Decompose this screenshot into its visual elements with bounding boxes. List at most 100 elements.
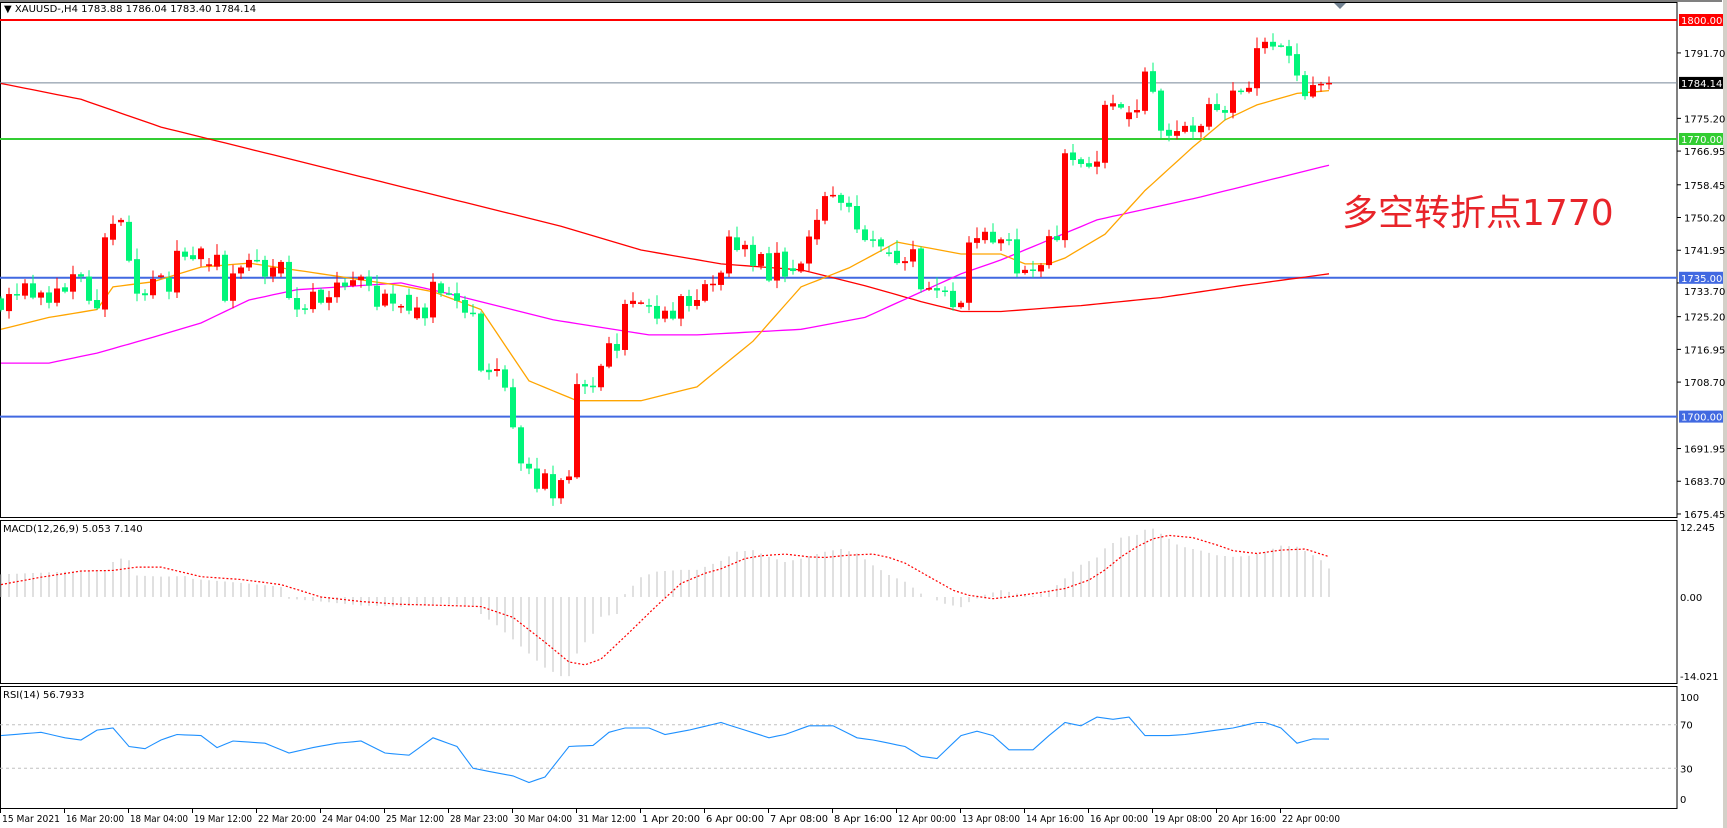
candle	[1270, 33, 1276, 51]
candle-body	[654, 305, 660, 319]
candle-body	[550, 474, 556, 499]
candle	[846, 196, 852, 213]
time-tick-label: 16 Mar 20:00	[66, 814, 124, 825]
candle-body	[310, 291, 316, 310]
candle	[262, 255, 268, 285]
candle-body	[758, 253, 764, 266]
macd-pane	[0, 520, 1678, 684]
candle	[1182, 121, 1188, 134]
candle-body	[702, 284, 708, 301]
candle	[566, 470, 572, 484]
candle-body	[142, 293, 148, 296]
candle	[470, 304, 476, 317]
candle	[390, 285, 396, 312]
candle	[630, 292, 636, 308]
candle	[646, 298, 652, 314]
candle-body	[518, 427, 524, 464]
candle	[30, 274, 36, 300]
candle	[430, 273, 436, 324]
candle	[222, 250, 228, 303]
candle-body	[1182, 125, 1188, 132]
candle	[862, 225, 868, 242]
candle-body	[670, 310, 676, 319]
candle-body	[1110, 103, 1116, 107]
candle	[310, 283, 316, 313]
candle	[1318, 81, 1324, 92]
candle-body	[582, 384, 588, 387]
price-tick-label: 1716.95	[1684, 345, 1725, 356]
candle	[454, 282, 460, 309]
time-tick-label: 30 Mar 04:00	[514, 814, 572, 825]
candle-body	[318, 289, 324, 303]
candle-body	[62, 287, 68, 292]
candle	[318, 287, 324, 305]
candle	[534, 457, 540, 493]
candle	[118, 217, 124, 226]
candle	[550, 465, 556, 506]
candle	[1102, 100, 1108, 169]
candle-body	[1046, 236, 1052, 266]
candle	[990, 223, 996, 245]
time-tick-label: 14 Apr 16:00	[1026, 814, 1084, 825]
candle-body	[830, 194, 836, 197]
candle-body	[1038, 265, 1044, 272]
candle-body	[982, 231, 988, 241]
candle-body	[158, 275, 164, 277]
price-level-tag-label: 1800.00	[1681, 16, 1722, 27]
candle-body	[206, 264, 212, 266]
candle	[1078, 157, 1084, 168]
candle	[438, 281, 444, 297]
candle-body	[622, 303, 628, 350]
price-tick-label: 1741.95	[1684, 246, 1725, 257]
candle-body	[886, 252, 892, 254]
candle	[150, 270, 156, 299]
candle	[294, 287, 300, 318]
candle-body	[1190, 125, 1196, 132]
price-tick-label: 1750.20	[1684, 214, 1725, 225]
candle-body	[526, 463, 532, 469]
candle-body	[990, 231, 996, 243]
candle	[678, 294, 684, 327]
candle	[894, 240, 900, 265]
candle	[1254, 37, 1260, 96]
candle-body	[1142, 71, 1148, 111]
candle	[1142, 67, 1148, 115]
candle-body	[150, 278, 156, 296]
candle-body	[958, 302, 964, 308]
candle	[606, 336, 612, 369]
candle	[926, 281, 932, 291]
candle-body	[350, 280, 356, 286]
price-tick-label: 1791.70	[1684, 49, 1725, 60]
candle-body	[710, 283, 716, 286]
time-tick-label: 24 Mar 04:00	[322, 814, 380, 825]
candle	[414, 296, 420, 320]
candle-body	[22, 283, 28, 296]
candle-body	[30, 283, 36, 298]
candle-body	[70, 274, 76, 292]
candle	[1062, 149, 1068, 248]
candle	[574, 373, 580, 479]
candle	[62, 283, 68, 294]
candle	[1246, 81, 1252, 94]
candle-body	[1094, 161, 1100, 167]
candle	[950, 282, 956, 311]
candle-body	[1118, 104, 1124, 108]
rsi-tick-label: 0	[1680, 795, 1686, 806]
candle	[1238, 88, 1244, 95]
candle-body	[814, 219, 820, 240]
candle-body	[1286, 46, 1292, 56]
price-tick-label: 1675.45	[1684, 510, 1725, 521]
candle	[182, 247, 188, 261]
candle	[94, 289, 100, 310]
candle-body	[1062, 153, 1068, 241]
candle-body	[390, 293, 396, 304]
candle	[14, 283, 20, 300]
candle	[1054, 225, 1060, 242]
candle-body	[510, 387, 516, 428]
candle-body	[1198, 125, 1204, 133]
candle-body	[1214, 104, 1220, 111]
dropdown-triangle-icon[interactable]: ▼	[4, 4, 12, 15]
candle-body	[254, 259, 260, 262]
